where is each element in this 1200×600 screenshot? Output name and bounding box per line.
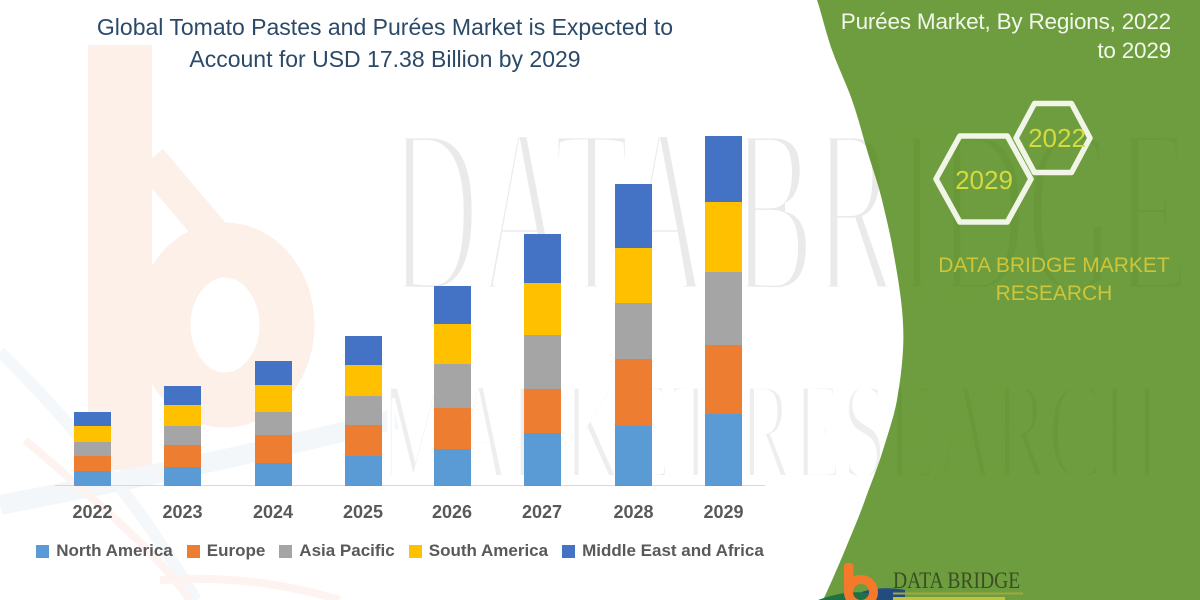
svg-text:2029: 2029	[955, 165, 1013, 195]
svg-text:2022: 2022	[1028, 123, 1086, 153]
